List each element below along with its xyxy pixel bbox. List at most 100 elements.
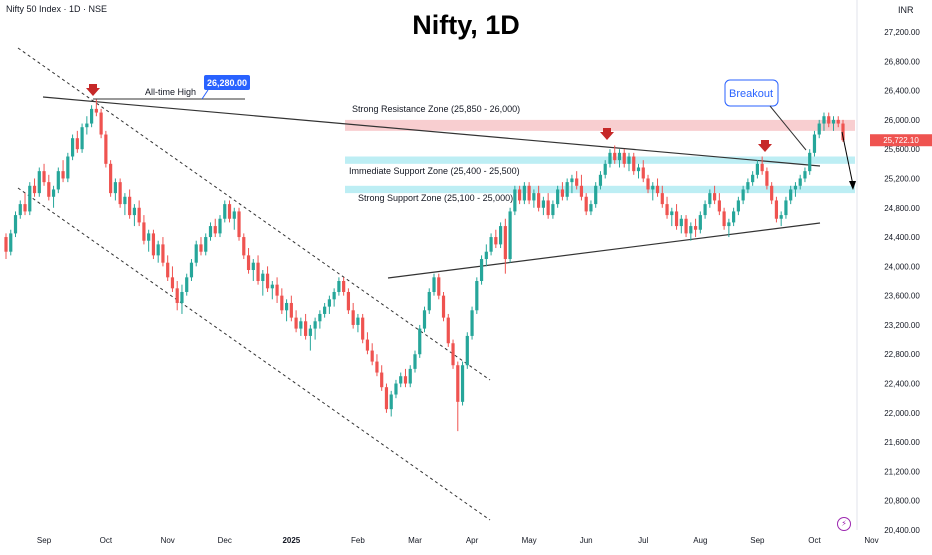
candle [760,163,764,172]
candle [175,288,179,303]
down-marker-1 [600,128,614,140]
candle [99,112,103,135]
x-tick-label: Sep [750,536,765,545]
y-tick-label: 22,800.00 [884,350,920,359]
candle [689,226,693,234]
candle [746,182,750,190]
candle [551,204,555,216]
candle [565,182,569,197]
y-tick-label: 21,200.00 [884,467,920,476]
zone-0 [345,119,855,131]
y-tick-label: 22,400.00 [884,380,920,389]
candle [218,218,222,234]
candle [827,116,831,124]
candle [356,317,360,325]
y-tick-label: 22,000.00 [884,409,920,418]
candle [37,171,41,194]
candle [380,372,384,388]
candle [584,196,588,212]
candle [109,163,113,194]
candle [75,138,79,150]
lightning-icon[interactable]: ⚡ [837,517,851,531]
candle [579,185,584,197]
candle [408,368,412,384]
x-tick-label: Dec [218,536,232,545]
candle [589,204,593,212]
x-tick-label: Oct [100,536,113,545]
candle [636,167,641,172]
projection-arrowhead [849,181,856,190]
candle [741,189,745,201]
candle [793,185,798,190]
candle [603,163,607,175]
candle [422,310,427,329]
candle [651,185,655,190]
candle [94,108,98,113]
candle [537,193,541,208]
candle [113,182,117,194]
zone-label-resistance: Strong Resistance Zone (25,850 - 26,000) [352,104,520,114]
candle [403,376,408,384]
candle [613,152,617,161]
candle [698,215,702,230]
x-tick-label: Jul [638,536,648,545]
x-tick-label: May [522,536,537,545]
current-price-box [870,134,932,147]
candle [56,171,60,190]
y-tick-label: 25,600.00 [884,145,920,154]
zone-label-strong-support: Strong Support Zone (25,100 - 25,000) [358,193,513,203]
candle [712,193,717,201]
candle [751,174,755,183]
candle [513,189,517,212]
candle [608,152,612,164]
candle [47,182,51,197]
breakout-pointer [769,105,807,151]
candle [28,185,32,212]
candle [265,273,270,289]
y-tick-label: 23,600.00 [884,292,920,301]
y-tick-label: 26,400.00 [884,87,920,96]
candle [527,185,531,201]
candle [194,244,198,263]
candle [413,354,417,369]
candle [304,321,308,336]
candle [189,262,194,278]
candle [161,244,165,263]
candle [660,193,664,205]
candle [199,244,203,252]
candle [51,189,56,197]
candle [18,204,22,216]
candle [770,185,774,201]
y-tick-label: 24,400.00 [884,233,920,242]
candle [575,178,579,186]
candle [427,291,431,311]
candle [812,134,817,153]
candle [399,376,403,384]
x-tick-label: Nov [864,536,878,545]
candle [227,204,232,219]
y-tick-label: 24,000.00 [884,262,920,271]
candle [128,196,132,216]
candle [23,204,27,212]
candle [803,171,807,179]
candle [494,237,498,245]
candle [151,233,156,256]
candle [251,262,255,271]
candle [546,200,550,216]
candle [727,222,731,227]
candle [532,193,536,201]
candle [342,281,346,292]
ath-label: All-time High [145,87,196,97]
candle [765,171,769,186]
candle [622,152,626,164]
candle [560,189,565,197]
y-tick-label: 27,200.00 [884,28,920,37]
candle [70,138,75,157]
candle [522,185,526,201]
y-tick-label: 26,000.00 [884,116,920,125]
candle [104,134,108,164]
y-tick-label: 20,400.00 [884,526,920,535]
chart-title: Nifty, 1D [412,10,520,40]
